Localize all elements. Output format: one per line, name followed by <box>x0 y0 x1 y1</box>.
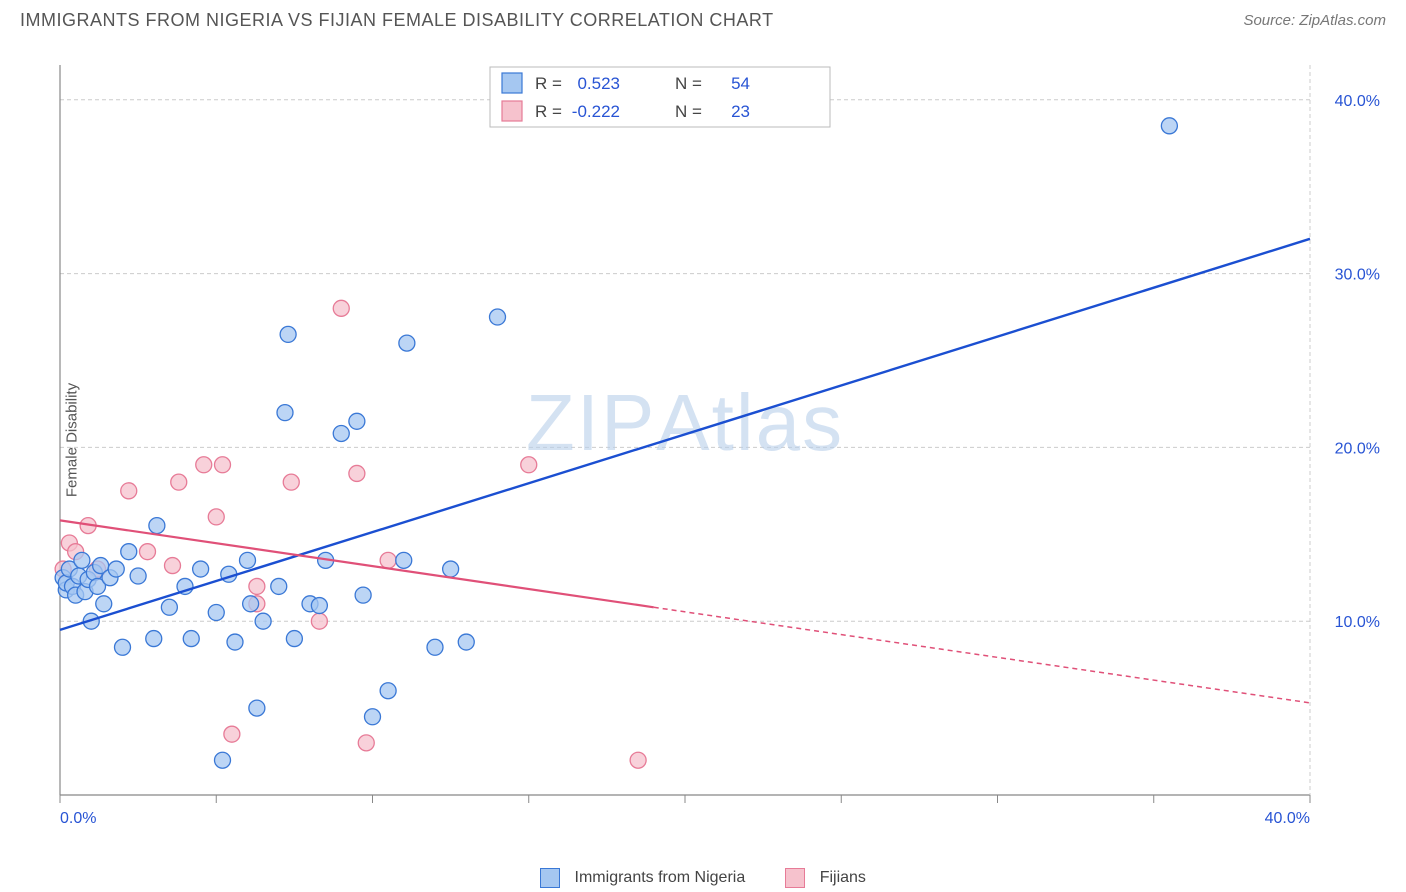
page-title: IMMIGRANTS FROM NIGERIA VS FIJIAN FEMALE… <box>20 10 774 31</box>
correlation-chart: Female Disability 10.0% 20.0% 30.0% 40.0% 0.… <box>50 55 1390 825</box>
svg-text:40.0%: 40.0% <box>1335 93 1380 110</box>
bottom-legend: Immigrants from Nigeria Fijians <box>0 868 1406 888</box>
legend-item-fijians: Fijians <box>785 868 866 888</box>
svg-text:30.0%: 30.0% <box>1335 267 1380 284</box>
chart-svg: 10.0% 20.0% 30.0% 40.0% 0.0% 40.0% ZIPAtlas R =… <box>50 55 1390 825</box>
svg-text:ZIPAtlas: ZIPAtlas <box>526 378 844 467</box>
svg-text:20.0%: 20.0% <box>1335 440 1380 457</box>
source-label: Source: ZipAtlas.com <box>1243 12 1386 29</box>
svg-text:23: 23 <box>731 102 750 121</box>
legend-swatch-nigeria <box>540 868 560 888</box>
svg-text:N =: N = <box>675 102 702 121</box>
svg-text:-0.222: -0.222 <box>572 102 620 121</box>
svg-text:0.523: 0.523 <box>577 74 620 93</box>
legend-label-fijians: Fijians <box>820 869 866 886</box>
svg-text:0.0%: 0.0% <box>60 810 96 825</box>
svg-text:40.0%: 40.0% <box>1265 810 1310 825</box>
svg-text:R =: R = <box>535 102 562 121</box>
legend-swatch-fijians <box>785 868 805 888</box>
legend-item-nigeria: Immigrants from Nigeria <box>540 868 745 888</box>
y-axis-label: Female Disability <box>64 383 81 497</box>
svg-text:R =: R = <box>535 74 562 93</box>
svg-text:N =: N = <box>675 74 702 93</box>
svg-text:54: 54 <box>731 74 750 93</box>
legend-label-nigeria: Immigrants from Nigeria <box>575 869 746 886</box>
svg-text:10.0%: 10.0% <box>1335 614 1380 631</box>
